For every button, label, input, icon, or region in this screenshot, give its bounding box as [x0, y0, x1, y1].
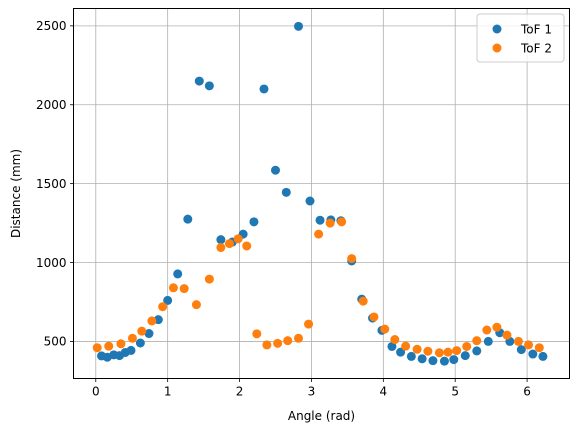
- data-point: [293, 21, 303, 31]
- data-point: [242, 241, 252, 251]
- x-tick-label: 1: [164, 385, 172, 399]
- data-point: [144, 329, 154, 339]
- data-point: [135, 338, 145, 348]
- data-point: [273, 338, 283, 348]
- data-point: [315, 215, 325, 225]
- data-point: [369, 312, 379, 322]
- data-point: [482, 325, 492, 335]
- data-point: [412, 344, 422, 354]
- y-axis-title: Distance (mm): [9, 149, 23, 238]
- data-point: [443, 347, 453, 357]
- data-point: [390, 335, 400, 345]
- data-point: [216, 243, 226, 253]
- legend: ToF 1 ToF 2: [476, 13, 565, 63]
- data-series: [92, 21, 548, 366]
- data-point: [452, 346, 462, 356]
- data-point: [168, 283, 178, 293]
- x-tick-label: 0: [92, 385, 100, 399]
- data-point: [401, 341, 411, 351]
- data-point: [502, 330, 512, 340]
- legend-label: ToF 2: [520, 41, 552, 55]
- legend-marker: [492, 43, 502, 53]
- data-point: [216, 235, 226, 245]
- data-point: [534, 343, 544, 353]
- data-point: [137, 326, 147, 336]
- data-point: [483, 336, 493, 346]
- data-point: [449, 355, 459, 365]
- data-point: [249, 217, 259, 227]
- data-point: [325, 218, 335, 228]
- data-point: [538, 351, 548, 361]
- data-point: [104, 341, 114, 351]
- data-point: [516, 345, 526, 355]
- data-point: [127, 333, 137, 343]
- data-point: [194, 76, 204, 86]
- x-tick-label: 3: [308, 385, 316, 399]
- y-axis-ticks: 500 1000 1500 2000 2500: [36, 19, 74, 349]
- data-point: [92, 343, 102, 353]
- y-tick-label: 2500: [36, 19, 67, 33]
- plot-area-frame: [73, 8, 570, 379]
- data-point: [204, 81, 214, 91]
- data-point: [126, 345, 136, 355]
- series-2-points: [92, 217, 544, 358]
- data-point: [513, 336, 523, 346]
- legend-label: ToF 1: [520, 22, 552, 36]
- data-point: [305, 196, 315, 206]
- data-point: [191, 300, 201, 310]
- data-point: [347, 254, 357, 264]
- data-point: [224, 239, 234, 249]
- data-point: [462, 341, 472, 351]
- data-point: [173, 269, 183, 279]
- data-point: [423, 346, 433, 356]
- data-point: [204, 274, 214, 284]
- data-point: [116, 339, 126, 349]
- data-point: [528, 349, 538, 359]
- data-point: [524, 340, 534, 350]
- x-tick-label: 2: [236, 385, 244, 399]
- x-tick-label: 6: [523, 385, 531, 399]
- data-point: [281, 187, 291, 197]
- data-point: [163, 295, 173, 305]
- x-axis-title: Angle (rad): [288, 409, 355, 423]
- data-point: [283, 336, 293, 346]
- y-tick-label: 1500: [36, 177, 67, 191]
- x-tick-label: 5: [451, 385, 459, 399]
- data-point: [293, 333, 303, 343]
- data-point: [252, 329, 262, 339]
- data-point: [183, 214, 193, 224]
- data-point: [492, 322, 502, 332]
- data-point: [472, 336, 482, 346]
- y-tick-label: 500: [44, 335, 67, 349]
- x-axis-ticks: 0 1 2 3 4 5 6: [92, 378, 531, 399]
- data-point: [147, 316, 157, 326]
- y-tick-label: 1000: [36, 256, 67, 270]
- data-point: [314, 229, 324, 239]
- data-point: [262, 340, 272, 350]
- data-point: [472, 346, 482, 356]
- legend-marker: [492, 24, 502, 34]
- data-point: [358, 296, 368, 306]
- grid-lines: [73, 8, 570, 379]
- data-point: [396, 347, 406, 357]
- data-point: [270, 165, 280, 175]
- data-point: [158, 302, 168, 312]
- data-point: [259, 84, 269, 94]
- data-point: [434, 348, 444, 358]
- data-point: [406, 351, 416, 361]
- data-point: [428, 356, 438, 366]
- data-point: [179, 284, 189, 294]
- data-point: [233, 234, 243, 244]
- x-tick-label: 4: [379, 385, 387, 399]
- data-point: [417, 354, 427, 364]
- y-tick-label: 2000: [36, 98, 67, 112]
- data-point: [380, 324, 390, 334]
- data-point: [337, 217, 347, 227]
- data-point: [387, 341, 397, 351]
- data-point: [460, 351, 470, 361]
- data-point: [439, 356, 449, 366]
- data-point: [304, 319, 314, 329]
